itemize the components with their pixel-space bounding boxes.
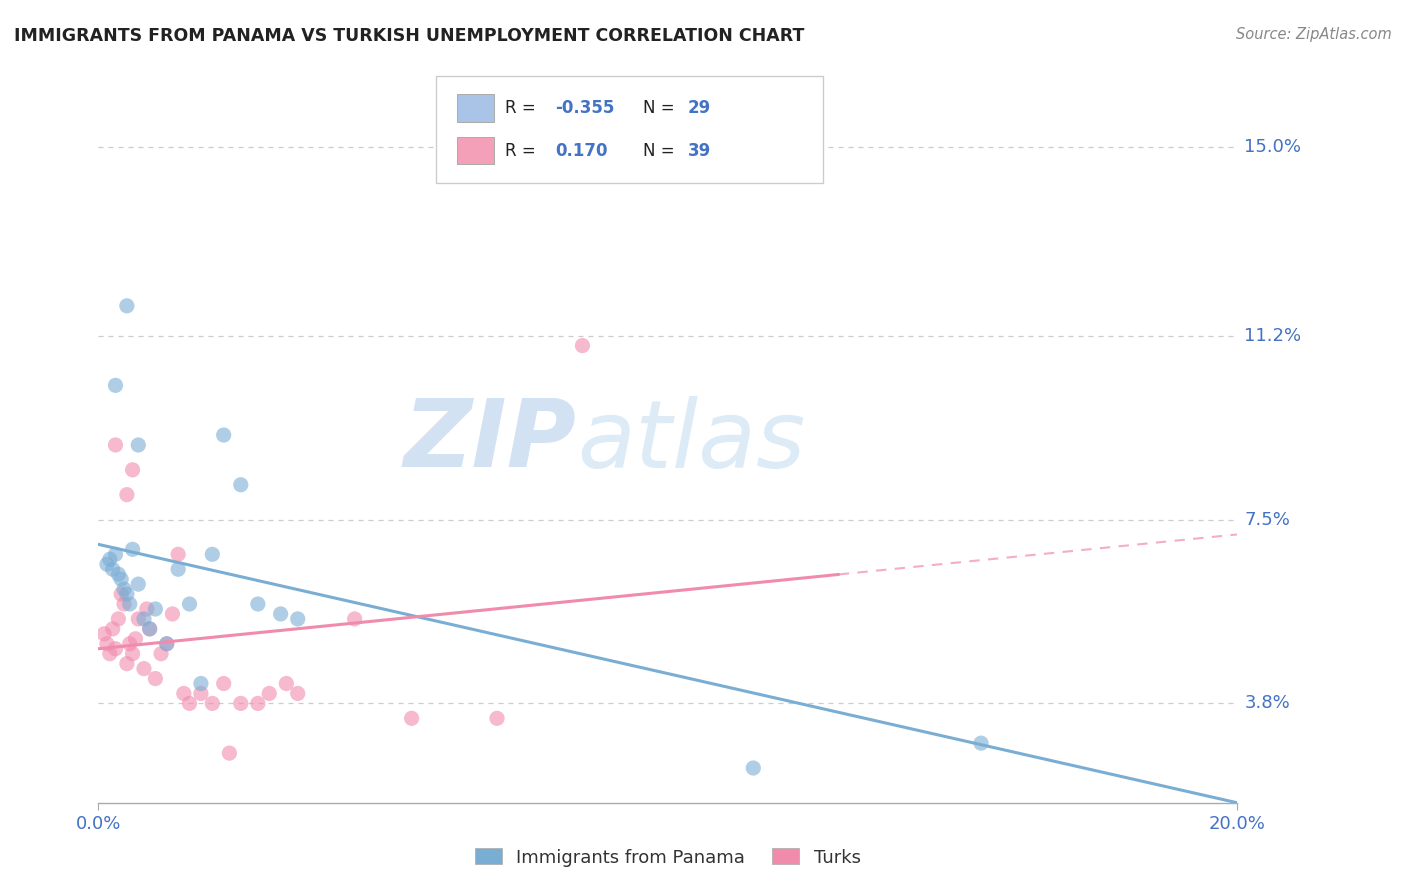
- Point: [93, 627, 115, 641]
- Point: [970, 736, 993, 750]
- Point: [343, 612, 366, 626]
- Text: 0.170: 0.170: [555, 142, 607, 160]
- Point: [167, 562, 190, 576]
- Point: [259, 686, 281, 700]
- Text: ZIP: ZIP: [404, 395, 576, 487]
- Point: [145, 602, 167, 616]
- Point: [173, 686, 195, 700]
- Text: Source: ZipAtlas.com: Source: ZipAtlas.com: [1236, 27, 1392, 42]
- Point: [104, 547, 127, 561]
- Point: [118, 597, 141, 611]
- Point: [104, 378, 127, 392]
- Point: [101, 562, 124, 576]
- Text: 7.5%: 7.5%: [1244, 510, 1291, 529]
- Point: [127, 577, 149, 591]
- Point: [190, 676, 212, 690]
- Point: [121, 542, 143, 557]
- Point: [107, 567, 129, 582]
- Point: [571, 338, 593, 352]
- Point: [127, 438, 149, 452]
- Point: [96, 558, 118, 572]
- Point: [104, 641, 127, 656]
- Point: [121, 647, 143, 661]
- Point: [742, 761, 765, 775]
- Point: [167, 547, 190, 561]
- Point: [101, 622, 124, 636]
- Text: R =: R =: [505, 99, 541, 117]
- Point: [138, 622, 160, 636]
- Point: [156, 637, 179, 651]
- Point: [246, 697, 269, 711]
- Point: [179, 697, 201, 711]
- Point: [110, 587, 132, 601]
- Point: [115, 299, 138, 313]
- Point: [401, 711, 423, 725]
- Point: [201, 697, 224, 711]
- Point: [287, 686, 309, 700]
- Point: [107, 612, 129, 626]
- Point: [112, 582, 135, 596]
- Point: [115, 587, 138, 601]
- Point: [110, 572, 132, 586]
- Point: [135, 602, 157, 616]
- Text: IMMIGRANTS FROM PANAMA VS TURKISH UNEMPLOYMENT CORRELATION CHART: IMMIGRANTS FROM PANAMA VS TURKISH UNEMPL…: [14, 27, 804, 45]
- Point: [132, 662, 155, 676]
- Text: 11.2%: 11.2%: [1244, 326, 1302, 344]
- Text: N =: N =: [643, 99, 679, 117]
- Point: [246, 597, 269, 611]
- Text: 29: 29: [688, 99, 711, 117]
- Point: [276, 676, 298, 690]
- Point: [486, 711, 509, 725]
- Point: [98, 552, 121, 566]
- Text: -0.355: -0.355: [555, 99, 614, 117]
- Point: [127, 612, 149, 626]
- Point: [98, 647, 121, 661]
- Point: [212, 428, 235, 442]
- Point: [201, 547, 224, 561]
- Point: [218, 746, 240, 760]
- Text: N =: N =: [643, 142, 679, 160]
- Point: [115, 657, 138, 671]
- Legend: Immigrants from Panama, Turks: Immigrants from Panama, Turks: [468, 841, 868, 874]
- Point: [156, 637, 179, 651]
- Point: [121, 463, 143, 477]
- Text: atlas: atlas: [576, 395, 806, 486]
- Point: [150, 647, 173, 661]
- Point: [270, 607, 292, 621]
- Point: [115, 488, 138, 502]
- Point: [145, 672, 167, 686]
- Text: 15.0%: 15.0%: [1244, 137, 1302, 156]
- Text: 3.8%: 3.8%: [1244, 694, 1291, 713]
- Point: [229, 697, 252, 711]
- Point: [190, 686, 212, 700]
- Point: [179, 597, 201, 611]
- Point: [104, 438, 127, 452]
- Point: [212, 676, 235, 690]
- Point: [112, 597, 135, 611]
- Text: 39: 39: [688, 142, 711, 160]
- Point: [124, 632, 146, 646]
- Text: R =: R =: [505, 142, 541, 160]
- Point: [132, 612, 155, 626]
- Point: [138, 622, 160, 636]
- Point: [287, 612, 309, 626]
- Point: [229, 477, 252, 491]
- Point: [96, 637, 118, 651]
- Point: [118, 637, 141, 651]
- Point: [162, 607, 184, 621]
